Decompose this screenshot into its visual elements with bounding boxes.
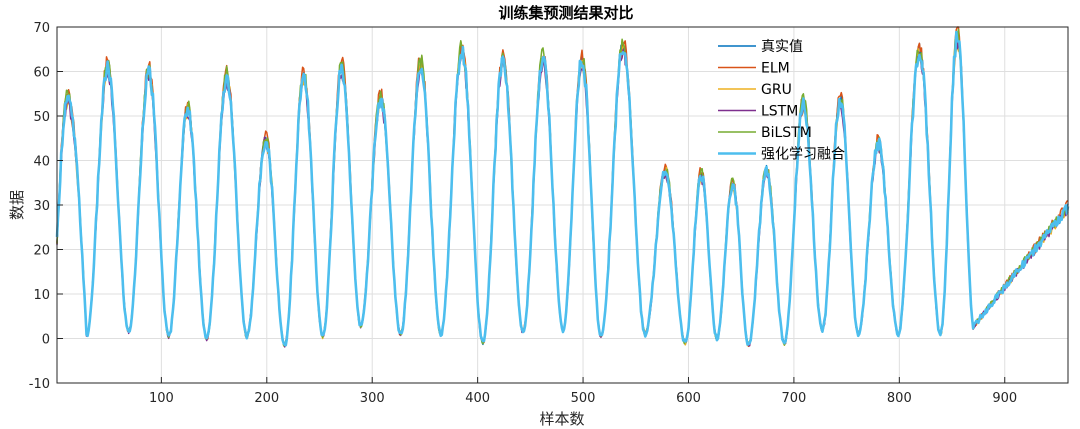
grid-lines	[57, 27, 1068, 383]
series-line-0	[56, 35, 1069, 347]
chart-title: 训练集预测结果对比	[498, 4, 633, 22]
y-tick-label: 0	[42, 333, 50, 348]
series-line-2	[56, 43, 1069, 348]
x-tick-label: 500	[571, 391, 596, 406]
x-tick-label: 300	[360, 391, 385, 406]
legend-entry: GRU	[761, 82, 792, 98]
x-axis-title: 样本数	[539, 410, 584, 428]
legend-entry: ELM	[761, 61, 790, 77]
x-tick-label: 200	[254, 391, 279, 406]
x-tick-label: 800	[887, 391, 912, 406]
legend-entry: 强化学习融合	[761, 147, 845, 163]
y-tick-label: 70	[33, 21, 50, 36]
x-tick-label: 900	[992, 391, 1017, 406]
y-tick-label: 50	[33, 110, 50, 125]
legend-entry: BiLSTM	[761, 125, 812, 141]
y-tick-label: 10	[33, 288, 50, 303]
legend-entry: 真实值	[761, 39, 803, 55]
x-tick-label: 100	[149, 391, 174, 406]
y-tick-label: -10	[29, 377, 50, 392]
plot-lines	[55, 26, 1070, 348]
legend: 真实值 ELM GRU LSTM BiLSTM 强化学习融合	[718, 39, 845, 163]
y-axis-title: 数据	[8, 190, 26, 220]
y-tick-label: 20	[33, 244, 50, 259]
x-tick-label: 600	[676, 391, 701, 406]
y-tick-label: 30	[33, 199, 50, 214]
series-line-5	[55, 30, 1070, 347]
y-axis: -10 0 10 20 30 40 50 60 70	[29, 21, 63, 392]
series-line-4	[56, 28, 1069, 347]
x-axis: 100 200 300 400 500 600 700 800 900	[149, 377, 1017, 406]
y-tick-label: 60	[33, 66, 50, 81]
legend-entry: LSTM	[761, 104, 798, 120]
x-tick-label: 400	[465, 391, 490, 406]
y-tick-label: 40	[33, 155, 50, 170]
x-tick-label: 700	[781, 391, 806, 406]
series-line-3	[56, 35, 1069, 348]
